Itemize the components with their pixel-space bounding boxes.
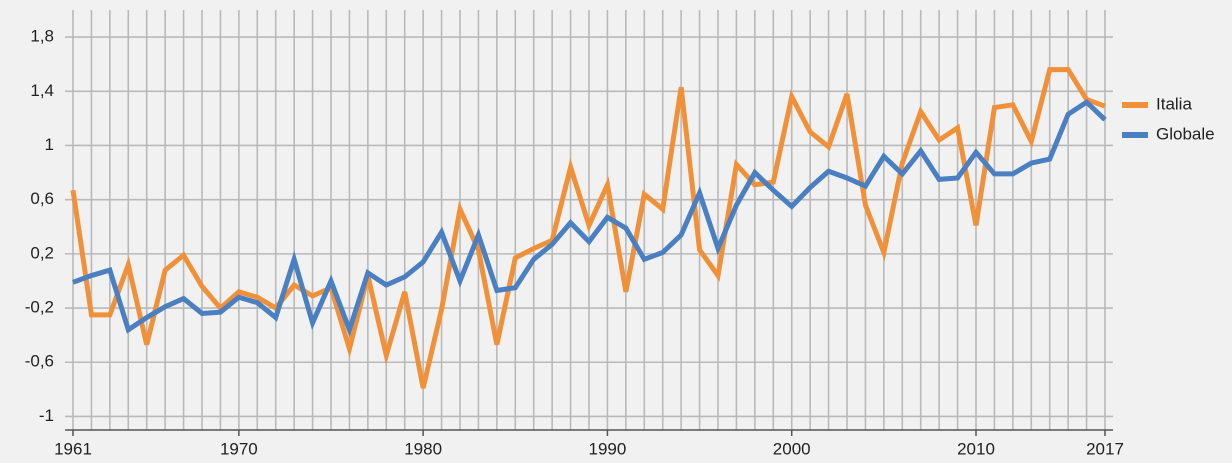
x-tick-label: 2010 — [957, 439, 995, 458]
series-line — [72, 98, 1107, 338]
x-tick-label: 1970 — [220, 439, 258, 458]
y-tick-label: 0,2 — [30, 243, 54, 262]
series-line — [70, 67, 1106, 389]
y-tick-label: 1 — [45, 135, 54, 154]
legend-swatch — [1122, 102, 1148, 108]
legend-swatch — [1122, 132, 1148, 138]
legend-label: Globale — [1156, 124, 1215, 143]
y-tick-label: 1,4 — [30, 81, 54, 100]
y-tick-label: 1,8 — [30, 27, 54, 46]
x-tick-label: 2000 — [773, 439, 811, 458]
x-tick-label: 2017 — [1086, 439, 1124, 458]
legend-label: Italia — [1156, 94, 1192, 113]
y-tick-label: -1 — [39, 406, 54, 425]
y-tick-label: 0,6 — [30, 189, 54, 208]
x-tick-label: 1990 — [589, 439, 627, 458]
y-tick-label: -0,2 — [25, 298, 54, 317]
x-tick-label: 1961 — [54, 439, 92, 458]
x-tick-label: 1980 — [404, 439, 442, 458]
y-tick-label: -0,6 — [25, 352, 54, 371]
